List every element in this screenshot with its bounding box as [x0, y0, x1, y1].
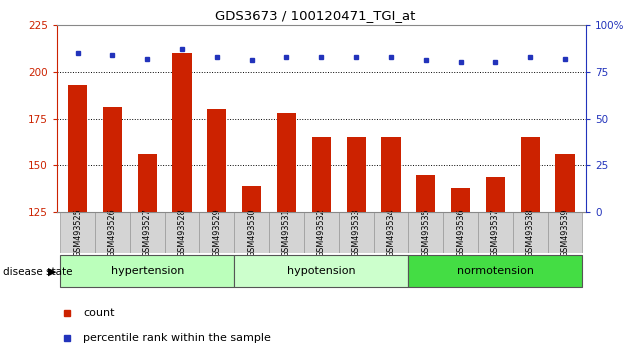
Text: percentile rank within the sample: percentile rank within the sample	[83, 333, 271, 343]
FancyBboxPatch shape	[234, 212, 269, 253]
FancyBboxPatch shape	[408, 255, 582, 287]
Text: count: count	[83, 308, 115, 318]
Bar	[137, 154, 157, 212]
Text: GSM493532: GSM493532	[317, 209, 326, 257]
FancyBboxPatch shape	[443, 212, 478, 253]
Text: GSM493538: GSM493538	[525, 209, 535, 257]
Text: GSM493534: GSM493534	[386, 209, 396, 257]
Bar	[451, 188, 470, 212]
FancyBboxPatch shape	[513, 212, 547, 253]
Bar	[173, 53, 192, 212]
FancyBboxPatch shape	[478, 212, 513, 253]
Text: GSM493536: GSM493536	[456, 209, 465, 257]
Text: GSM493539: GSM493539	[561, 209, 570, 257]
Text: GSM493531: GSM493531	[282, 209, 291, 257]
Bar	[242, 186, 261, 212]
Bar	[277, 113, 296, 212]
FancyBboxPatch shape	[130, 212, 164, 253]
FancyBboxPatch shape	[95, 212, 130, 253]
Text: GSM493527: GSM493527	[143, 209, 152, 257]
Text: GDS3673 / 100120471_TGI_at: GDS3673 / 100120471_TGI_at	[215, 9, 415, 22]
Text: normotension: normotension	[457, 266, 534, 276]
Text: disease state: disease state	[3, 267, 72, 277]
Text: GSM493525: GSM493525	[73, 209, 82, 257]
Bar	[556, 154, 575, 212]
Bar	[103, 107, 122, 212]
Text: hypotension: hypotension	[287, 266, 355, 276]
Text: GSM493529: GSM493529	[212, 209, 221, 257]
Bar	[207, 109, 226, 212]
Text: GSM493535: GSM493535	[421, 209, 430, 257]
Bar	[520, 137, 540, 212]
Text: GSM493526: GSM493526	[108, 209, 117, 257]
FancyBboxPatch shape	[60, 255, 234, 287]
Bar	[312, 137, 331, 212]
FancyBboxPatch shape	[200, 212, 234, 253]
Text: GSM493528: GSM493528	[178, 209, 186, 257]
Text: GSM493537: GSM493537	[491, 209, 500, 257]
FancyBboxPatch shape	[408, 212, 443, 253]
Text: GSM493530: GSM493530	[247, 209, 256, 257]
FancyBboxPatch shape	[60, 212, 95, 253]
Bar	[346, 137, 365, 212]
FancyBboxPatch shape	[304, 212, 339, 253]
Bar	[68, 85, 87, 212]
Bar	[381, 137, 401, 212]
Bar	[416, 175, 435, 212]
FancyBboxPatch shape	[339, 212, 374, 253]
FancyBboxPatch shape	[547, 212, 582, 253]
Bar	[486, 177, 505, 212]
Text: ▶: ▶	[48, 267, 57, 277]
FancyBboxPatch shape	[164, 212, 200, 253]
FancyBboxPatch shape	[269, 212, 304, 253]
FancyBboxPatch shape	[374, 212, 408, 253]
Text: hypertension: hypertension	[110, 266, 184, 276]
FancyBboxPatch shape	[234, 255, 408, 287]
Text: GSM493533: GSM493533	[352, 209, 360, 257]
